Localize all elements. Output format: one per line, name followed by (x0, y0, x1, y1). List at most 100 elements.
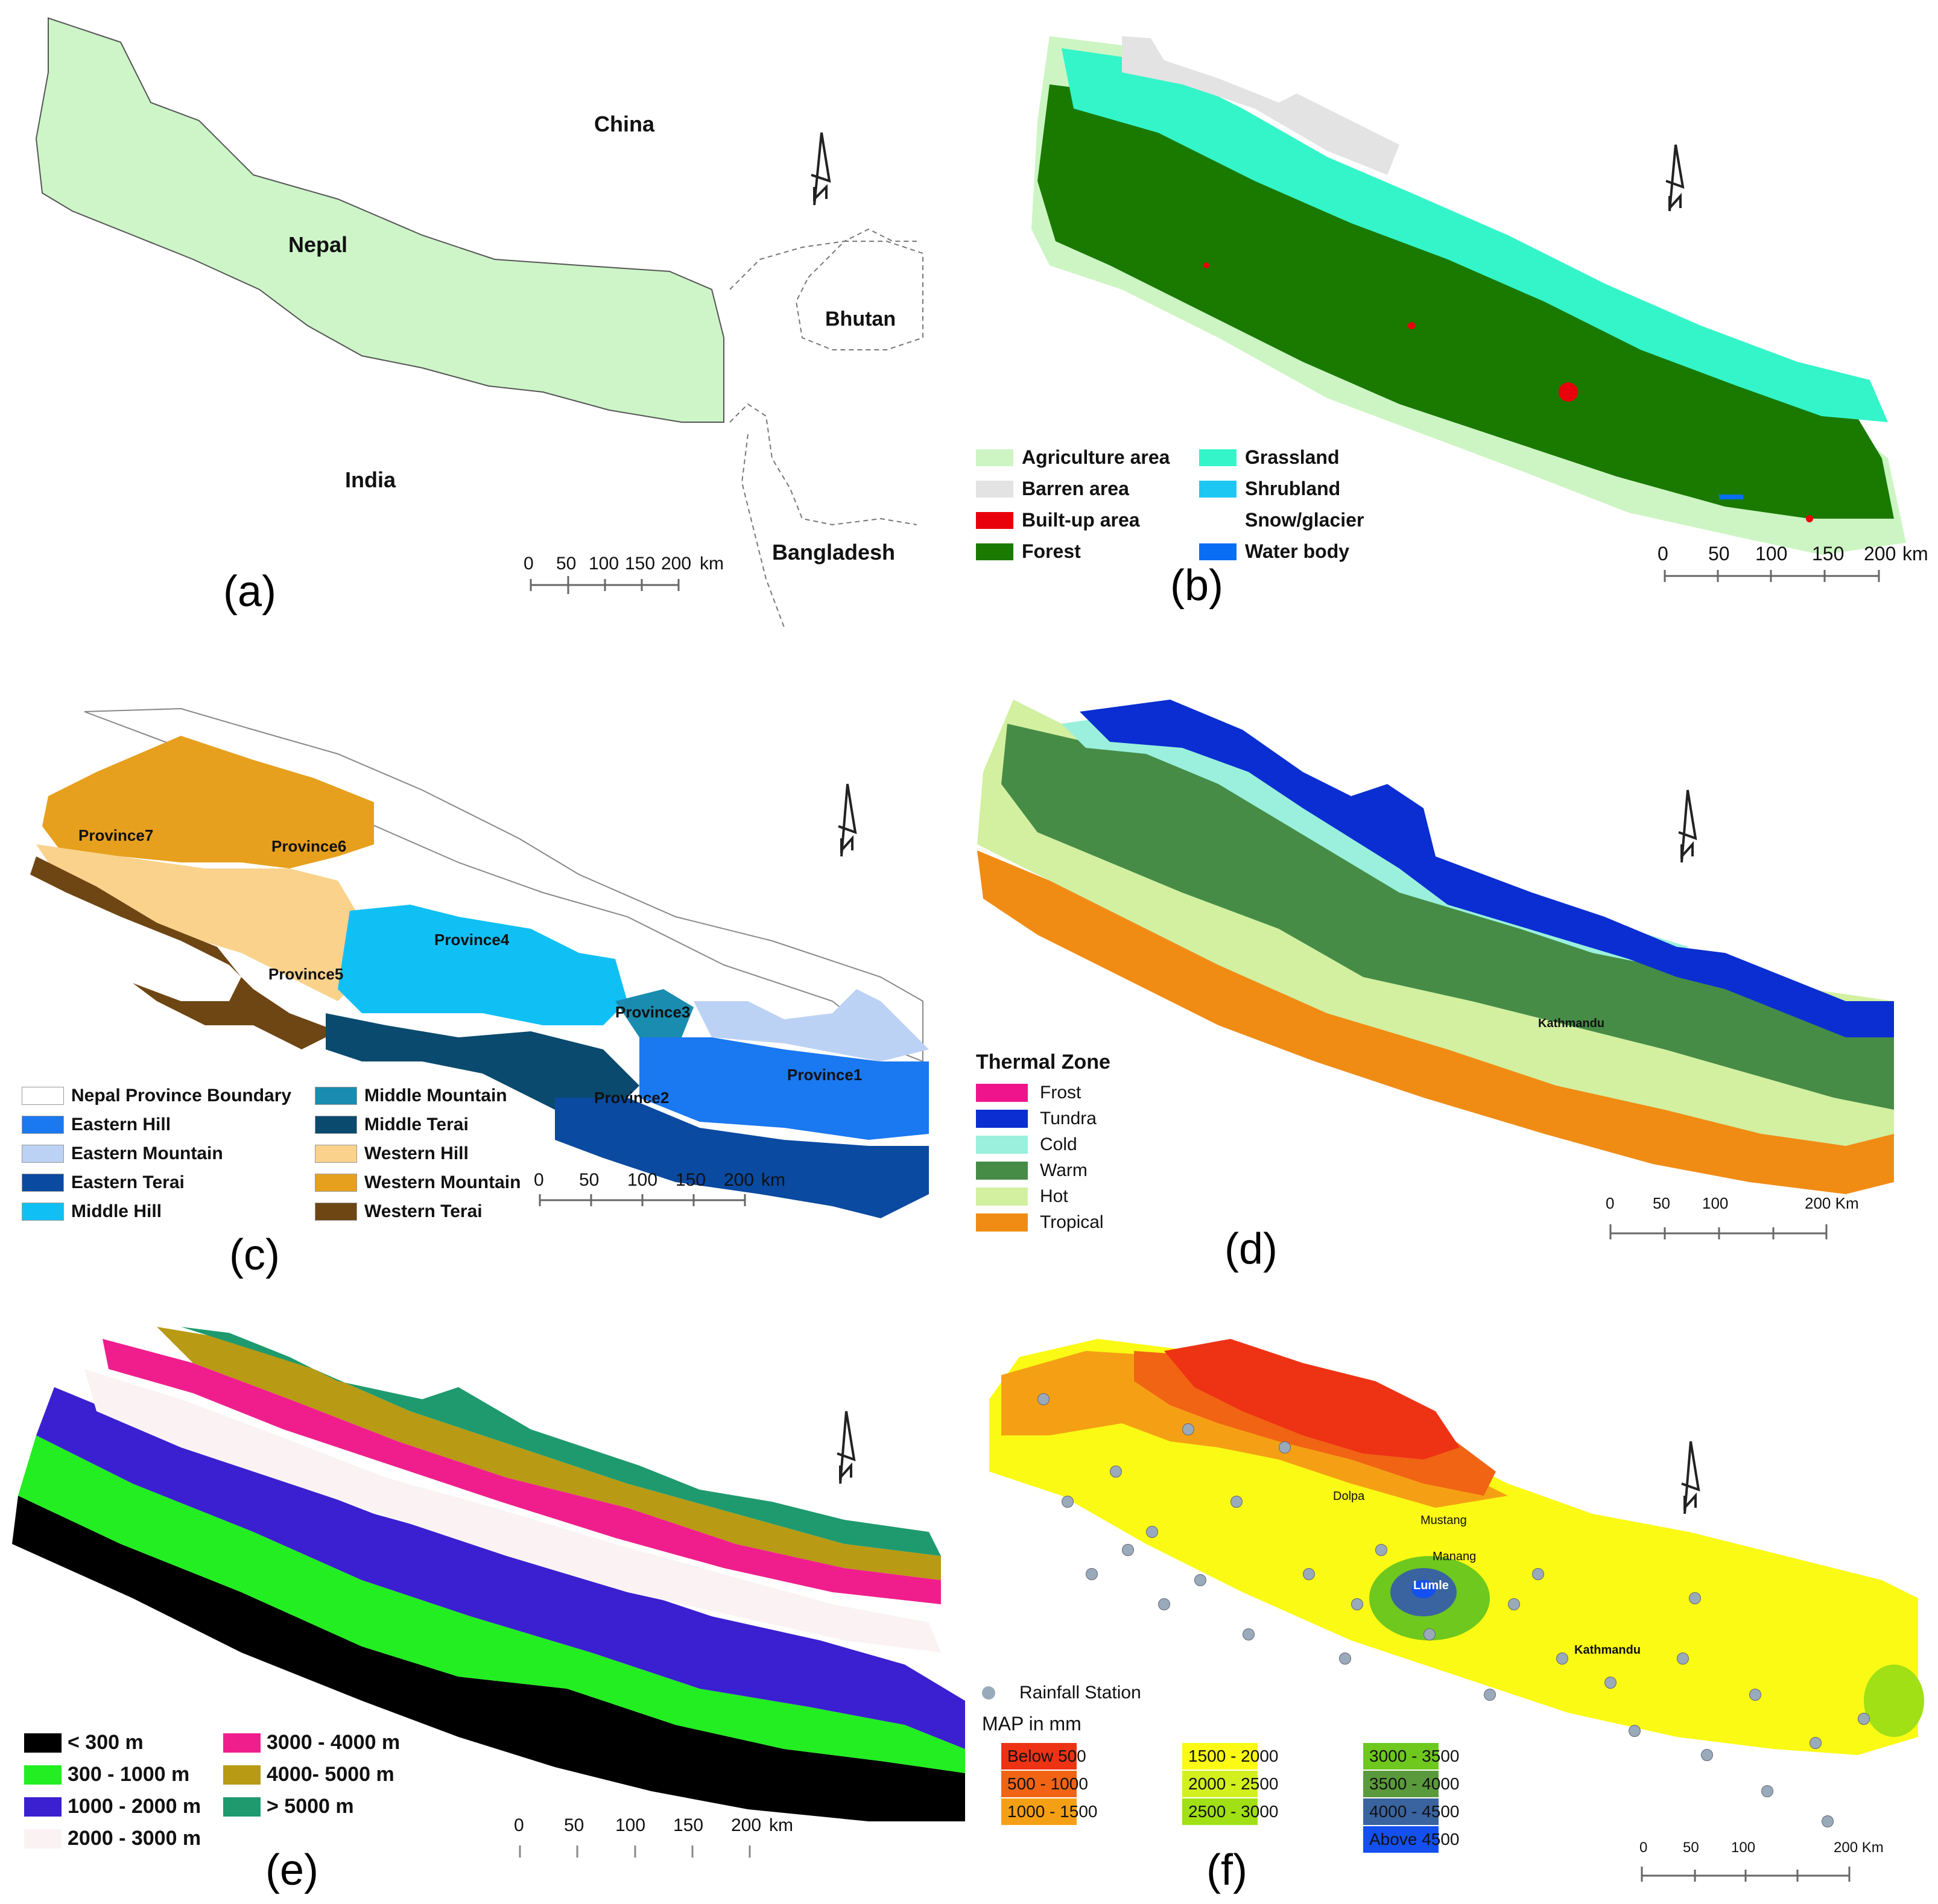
elev-olive (157, 1327, 941, 1580)
scale-tick: 150 (676, 1170, 706, 1190)
province-label: Province5 (268, 965, 344, 983)
legend-label: Agriculture area (1022, 446, 1170, 468)
scale-tick: 200 (724, 1170, 755, 1190)
legend-label: Eastern Hill (71, 1115, 171, 1134)
panel-f-rainfall-map: Dolpa Mustang Manang Lumle Kathmandu Rai… (965, 1315, 1938, 1904)
scale-tick: 50 (1683, 1839, 1699, 1856)
nepal-outline-a (35, 17, 724, 423)
land-builtup (1203, 262, 1209, 268)
scale-tick: 150 (673, 1815, 704, 1835)
legend-swatch (976, 1110, 1028, 1128)
north-arrow-f (1681, 1441, 1700, 1514)
scale-tick: 100 (589, 554, 619, 574)
region-western-mountain (42, 736, 374, 868)
legend-item: Above 4500 (1363, 1826, 1544, 1853)
legend-item: Warm (976, 1160, 1088, 1181)
legend-label: Warm (1040, 1160, 1088, 1180)
rainfall-station-icon (1532, 1568, 1544, 1580)
label-nepal: Nepal (288, 232, 348, 257)
land-grassland (1062, 48, 1888, 422)
legend-item: Water body (1199, 540, 1349, 563)
scale-tick: 100 (627, 1170, 658, 1190)
region-boundary-outline (84, 707, 923, 1063)
legend-swatch (1182, 1771, 1258, 1797)
rainfall-station-icon (1810, 1737, 1822, 1749)
legend-item: Eastern Terai (22, 1172, 185, 1193)
legend-swatch (315, 1145, 357, 1163)
panel-e-elevation-map: < 300 m 300 - 1000 m 1000 - 2000 m 2000 - 3… (0, 1315, 965, 1904)
region-western-hill (36, 844, 362, 1001)
scale-tick: 50 (1653, 1194, 1670, 1212)
legend-swatch (1363, 1798, 1439, 1825)
legend-item: Cold (976, 1134, 1077, 1155)
legend-label: 2000 - 2500 (1188, 1774, 1279, 1793)
legend-label: Frost (1040, 1083, 1081, 1102)
panel-letter-c: (c) (229, 1231, 280, 1279)
rainfall-station-icon (1158, 1598, 1170, 1610)
rainfall-station-icon (1279, 1441, 1291, 1453)
legend-label: 3000 - 4000 m (267, 1731, 401, 1754)
legend-item: 4000- 5000 m (223, 1763, 394, 1786)
scale-tick: 0 (534, 1170, 544, 1190)
legend-label: 300 - 1000 m (68, 1763, 190, 1786)
place-label: Dolpa (1333, 1490, 1365, 1503)
scale-bar-e (519, 1845, 751, 1858)
rainfall-station-icon (1086, 1568, 1098, 1580)
legend-label: Nepal Province Boundary (71, 1086, 292, 1105)
panel-letter-e: (e) (265, 1846, 318, 1894)
legend-swatch (1199, 511, 1237, 529)
province-label: Province7 (78, 826, 154, 844)
legend-swatch (1001, 1798, 1077, 1825)
legend-label: Western Mountain (364, 1172, 521, 1192)
rainfall-station-icon (1689, 1592, 1701, 1604)
rainfall-station-icon (1375, 1544, 1387, 1556)
rainfall-station-icon (1339, 1653, 1351, 1665)
panel-e-svg (12, 1327, 965, 1858)
scale-unit: km (700, 554, 724, 574)
legend-swatch (315, 1116, 357, 1134)
legend-item: Western Terai (315, 1201, 483, 1222)
region-middle-hill (338, 905, 627, 1025)
legend-label: < 300 m (68, 1731, 144, 1754)
scale-tick: 50 (556, 554, 577, 574)
legend-item: 1000 - 2000 m (24, 1795, 201, 1818)
legend-item: Western Hill (315, 1143, 469, 1164)
legend-label: 2000 - 3000 m (68, 1827, 201, 1850)
panel-b-svg (1031, 30, 1906, 582)
rainfall-station-icon (1303, 1568, 1315, 1580)
legend-swatch (223, 1733, 261, 1753)
province-label: Province4 (434, 931, 510, 949)
legend-label: > 5000 m (267, 1795, 354, 1818)
legend-label: Western Terai (364, 1201, 483, 1221)
legend-swatch (976, 1084, 1028, 1102)
legend-label: Eastern Mountain (71, 1143, 223, 1163)
panel-f-svg (989, 1339, 1924, 1882)
scale-tick: 200 (1864, 543, 1896, 565)
legend-swatch (1182, 1798, 1258, 1825)
north-arrow-c (838, 783, 857, 857)
label-bangladesh: Bangladesh (772, 540, 896, 565)
legend-label: Built-up area (1022, 509, 1140, 531)
legend-label: Western Hill (364, 1143, 469, 1163)
legend-item: > 5000 m (223, 1795, 354, 1818)
legend-item: 300 - 1000 m (24, 1763, 189, 1786)
legend-item: Snow/glacier (1199, 509, 1364, 531)
elev-teal (181, 1327, 941, 1556)
legend-item: Tropical (976, 1212, 1104, 1233)
rainfall-station-icon (1822, 1815, 1834, 1827)
legend-swatch (223, 1797, 261, 1817)
land-snow (1146, 30, 1303, 103)
scale-tick: 50 (579, 1170, 600, 1190)
legend-label: Tropical (1040, 1212, 1104, 1232)
legend-label: 3000 - 3500 (1369, 1747, 1460, 1765)
scale-tick: 100 (1702, 1194, 1729, 1212)
legend-label: Middle Terai (364, 1115, 469, 1134)
legend-label: 500 - 1000 (1007, 1774, 1088, 1793)
legend-label: 3500 - 4000 (1369, 1774, 1460, 1793)
legend-item: 2000 - 2500 (1182, 1771, 1363, 1797)
province-label: Province3 (615, 1003, 691, 1021)
legend-item: Nepal Province Boundary (22, 1086, 291, 1106)
north-arrow-a (811, 132, 831, 206)
legend-label: Eastern Terai (71, 1172, 185, 1192)
rainfall-station-icon (1037, 1393, 1050, 1405)
